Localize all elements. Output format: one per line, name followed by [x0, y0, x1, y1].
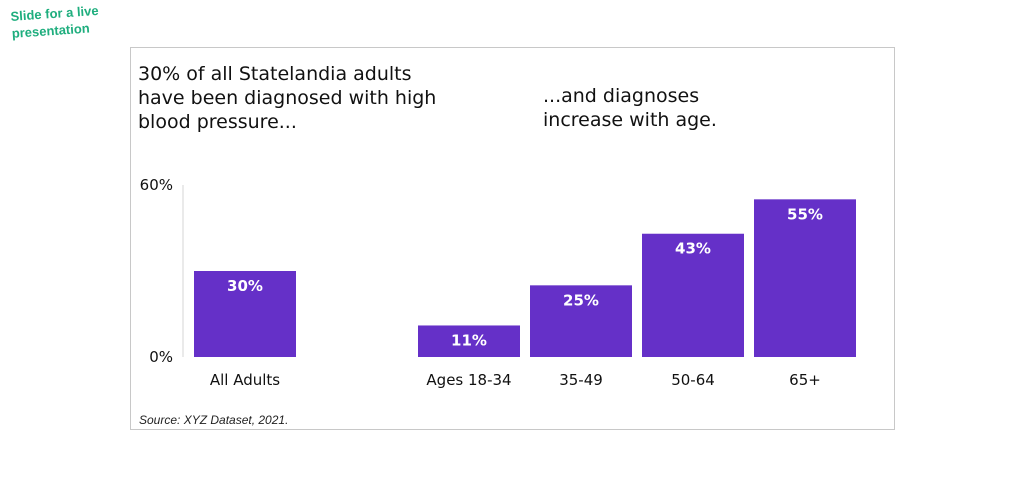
bar-value-label: 30%	[227, 277, 263, 295]
bar	[418, 325, 520, 357]
headline-right: ...and diagnoses increase with age.	[543, 85, 717, 131]
bar-value-label: 55%	[787, 205, 823, 223]
y-tick-label: 0%	[149, 348, 173, 366]
bar-value-label: 25%	[563, 291, 599, 309]
bar-value-label: 43%	[675, 240, 711, 258]
bar-value-label: 11%	[451, 331, 487, 349]
slide-frame	[130, 47, 895, 430]
category-label: Ages 18-34	[426, 371, 511, 389]
bar	[642, 233, 744, 357]
category-label: 65+	[789, 371, 821, 389]
bar	[530, 285, 632, 357]
category-label: 50-64	[671, 371, 715, 389]
bar	[754, 199, 856, 357]
category-label: All Adults	[210, 371, 280, 389]
headline-left: 30% of all Statelandia adults have been …	[138, 63, 437, 133]
source-note: Source: XYZ Dataset, 2021.	[139, 413, 289, 427]
category-label: 35-49	[559, 371, 603, 389]
y-tick-label: 60%	[140, 176, 173, 194]
bar	[194, 271, 296, 357]
